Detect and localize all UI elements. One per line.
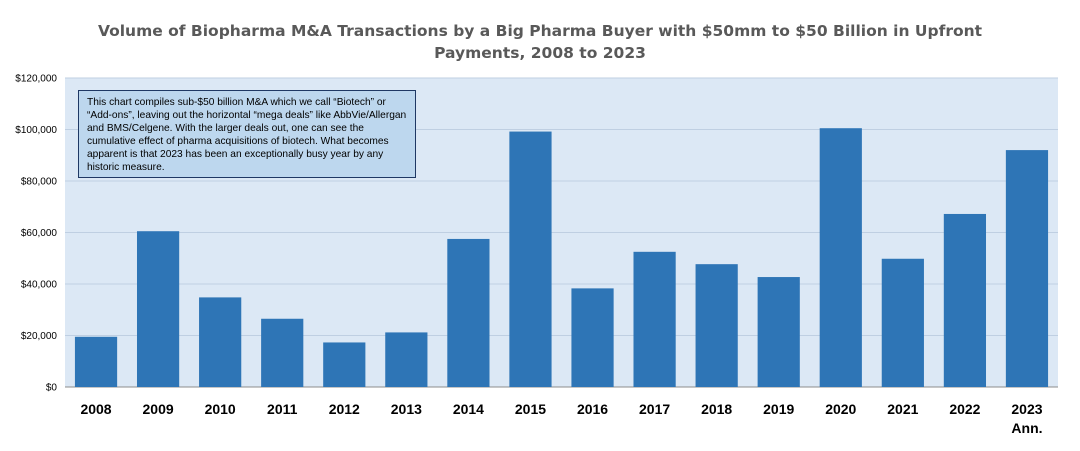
bar-2012 xyxy=(323,342,366,387)
bar-2010 xyxy=(199,297,242,387)
x-tick-label: 2017 xyxy=(639,401,670,417)
chart-title: Volume of Biopharma M&A Transactions by … xyxy=(0,20,1080,64)
y-tick-label: $100,000 xyxy=(15,125,57,136)
x-tick-label: 2009 xyxy=(143,401,174,417)
x-tick-sublabel: Ann. xyxy=(1011,420,1042,436)
x-tick-label: 2021 xyxy=(887,401,918,417)
y-tick-label: $20,000 xyxy=(21,331,58,342)
bar-2016 xyxy=(571,288,614,387)
x-tick-label: 2010 xyxy=(205,401,236,417)
x-tick-label: 2013 xyxy=(391,401,422,417)
x-tick-label: 2008 xyxy=(80,401,111,417)
bar-2009 xyxy=(136,231,180,387)
bar-2015 xyxy=(509,131,552,387)
chart-title-line-2: Payments, 2008 to 2023 xyxy=(434,44,646,62)
y-tick-label: $0 xyxy=(46,383,58,394)
bar-2008 xyxy=(74,336,118,387)
bar-2019 xyxy=(757,277,800,387)
bar-2020 xyxy=(819,128,862,387)
y-tick-label: $120,000 xyxy=(15,74,57,85)
x-tick-label: 2015 xyxy=(515,401,546,417)
x-tick-label: 2018 xyxy=(701,401,732,417)
bar-2018 xyxy=(695,264,738,387)
bar-2017 xyxy=(633,251,676,387)
bar-2023 xyxy=(1005,150,1049,387)
bar-2022 xyxy=(943,213,987,387)
x-tick-label: 2014 xyxy=(453,401,484,417)
y-tick-label: $60,000 xyxy=(21,228,58,239)
chart-title-line-1: Volume of Biopharma M&A Transactions by … xyxy=(97,22,983,40)
bar-2021 xyxy=(881,258,924,387)
y-tick-label: $40,000 xyxy=(21,280,58,291)
x-tick-label: 2022 xyxy=(949,401,980,417)
bar-2013 xyxy=(385,332,428,387)
x-tick-label: 2011 xyxy=(267,401,298,417)
x-tick-label: 2023 xyxy=(1011,401,1042,417)
x-tick-label: 2019 xyxy=(763,401,794,417)
x-tick-label: 2020 xyxy=(825,401,856,417)
x-tick-label: 2016 xyxy=(577,401,608,417)
x-tick-label: 2012 xyxy=(329,401,360,417)
bar-2014 xyxy=(447,238,490,387)
y-tick-label: $80,000 xyxy=(21,177,58,188)
annotation-box: This chart compiles sub-$50 billion M&A … xyxy=(78,90,416,178)
bar-2011 xyxy=(261,318,304,387)
